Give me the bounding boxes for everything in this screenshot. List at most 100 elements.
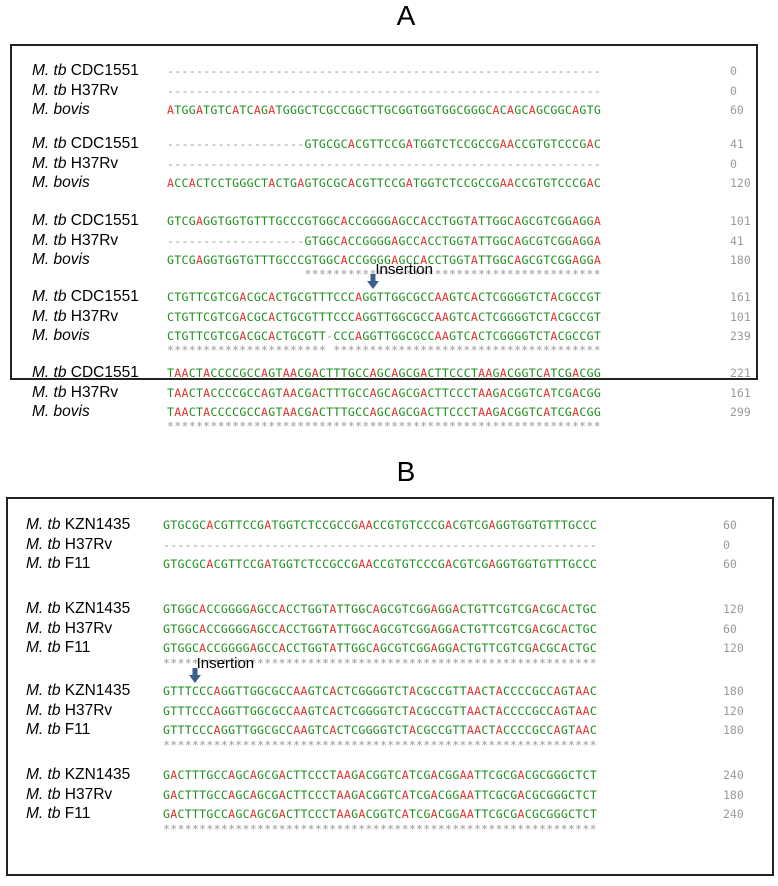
species-name: M. tb (26, 701, 61, 719)
strain-name: H37Rv (70, 81, 119, 99)
species-name: M. tb (32, 231, 67, 249)
species-name: M. tb (32, 135, 67, 152)
species-name: M. tb (32, 81, 67, 99)
sequence-label: M. tb CDC1551 (32, 135, 139, 153)
species-name: M. bovis (32, 251, 90, 268)
sequence-row: GTTTCCCAGGTTGGCGCCAAGTCACTCGGGGTCTACGCCG… (163, 703, 598, 718)
sequence-label: M. tb F11 (26, 721, 90, 739)
species-name: M. tb (26, 805, 61, 822)
sequence-row: GTGCGCACGTTCCGATGGTCTCCGCCGAACCGTGTCCCGA… (163, 557, 598, 571)
strain-name: H37Rv (64, 535, 113, 553)
strain-name: H37Rv (64, 785, 113, 803)
position-number: 60 (723, 621, 737, 636)
insertion-label: Insertion (196, 655, 255, 672)
strain-name: F11 (64, 639, 91, 656)
strain-name: H37Rv (70, 383, 119, 401)
species-name: M. bovis (32, 403, 90, 420)
position-number: 221 (730, 366, 751, 380)
position-number: 120 (730, 176, 751, 190)
position-number: 60 (723, 557, 737, 571)
strain-name: KZN1435 (64, 516, 131, 533)
position-number: 60 (730, 103, 744, 117)
sequence-row: GTTTCCCAGGTTGGCGCCAAGTCACTCGGGGTCTACGCCG… (163, 684, 598, 698)
sequence-label: M. bovis (32, 174, 90, 192)
sequence-row: ACCACTCCTGGGCTACTGAGTGCGCACGTTCCGATGGTCT… (167, 176, 602, 190)
position-number: 101 (730, 309, 751, 324)
position-number: 180 (723, 787, 744, 802)
sequence-row: TAACTACCCCGCCAGTAACGACTTTGCCAGCAGCGACTTC… (167, 366, 602, 380)
insertion-label: Insertion (375, 261, 433, 278)
strain-name: KZN1435 (64, 682, 131, 699)
position-number: 0 (730, 64, 737, 78)
sequence-label: M. bovis (32, 251, 90, 269)
sequence-label: M. tb H37Rv (26, 702, 112, 720)
sequence-row: GACTTTGCCAGCAGCGACTTCCCTAAGACGGTCATCGACG… (163, 768, 598, 782)
species-name: M. bovis (32, 174, 90, 191)
sequence-row: GTCGAGGTGGTGTTTGCCCGTGGCACCGGGGAGCCACCTG… (167, 253, 602, 267)
strain-name: CDC1551 (70, 135, 139, 152)
sequence-label: M. bovis (32, 327, 90, 345)
sequence-row: GTCGAGGTGGTGTTTGCCCGTGGCACCGGGGAGCCACCTG… (167, 214, 602, 228)
sequence-label: M. tb H37Rv (26, 536, 112, 554)
sequence-label: M. tb F11 (26, 639, 90, 657)
strain-name: CDC1551 (70, 212, 139, 229)
strain-name: F11 (64, 721, 91, 738)
species-name: M. bovis (32, 327, 90, 344)
position-number: 120 (723, 641, 744, 655)
position-number: 299 (730, 405, 751, 419)
strain-name: H37Rv (64, 701, 113, 719)
sequence-row: -------------------GTGCGCACGTTCCGATGGTCT… (167, 137, 602, 151)
position-number: 180 (723, 723, 744, 737)
strain-name: H37Rv (70, 231, 119, 249)
species-name: M. tb (26, 785, 61, 803)
species-name: M. tb (26, 535, 61, 553)
sequence-row: GACTTTGCCAGCAGCGACTTCCCTAAGACGGTCATCGACG… (163, 807, 598, 821)
strain-name: KZN1435 (64, 600, 131, 617)
sequence-row: ----------------------------------------… (163, 537, 598, 552)
sequence-label: M. tb CDC1551 (32, 364, 139, 382)
position-number: 101 (730, 214, 751, 228)
panel-label-b: B (396, 456, 416, 487)
species-name: M. tb (26, 766, 61, 783)
sequence-label: M. tb H37Rv (32, 384, 118, 402)
sequence-label: M. tb KZN1435 (26, 766, 130, 784)
species-name: M. tb (32, 364, 67, 381)
species-name: M. tb (32, 212, 67, 229)
position-number: 120 (723, 703, 744, 718)
position-number: 240 (723, 807, 744, 821)
sequence-label: M. tb F11 (26, 555, 90, 573)
species-name: M. tb (32, 288, 67, 305)
species-name: M. tb (32, 154, 67, 172)
sequence-row: CTGTTCGTCGACGCACTGCGTT-CCCAGGTTGGCGCCAAG… (167, 329, 602, 343)
strain-name: H37Rv (70, 154, 119, 172)
species-name: M. tb (32, 307, 67, 325)
species-name: M. tb (26, 600, 61, 617)
sequence-label: M. tb H37Rv (32, 155, 118, 173)
species-name: M. tb (26, 619, 61, 637)
sequence-label: M. tb CDC1551 (32, 212, 139, 230)
position-number: 41 (730, 233, 744, 248)
strain-name: F11 (64, 805, 91, 822)
consensus-line: ****************************************… (163, 656, 597, 670)
species-name: M. tb (32, 62, 67, 79)
position-number: 41 (730, 137, 744, 151)
sequence-label: M. bovis (32, 101, 90, 119)
strain-name: CDC1551 (70, 364, 139, 381)
sequence-row: -------------------GTGGCACCGGGGAGCCACCTG… (167, 233, 602, 248)
position-number: 161 (730, 290, 751, 304)
consensus-line: ********************** *****************… (167, 343, 601, 357)
sequence-row: GTGCGCACGTTCCGATGGTCTCCGCCGAACCGTGTCCCGA… (163, 518, 598, 532)
sequence-label: M. tb F11 (26, 805, 90, 823)
position-number: 240 (723, 768, 744, 782)
alignment-panel-a: M. tb CDC1551 ---------------------------… (10, 44, 758, 432)
species-name: M. tb (26, 516, 61, 533)
species-name: M. bovis (32, 101, 90, 118)
sequence-label: M. tb CDC1551 (32, 62, 139, 80)
sequence-row: ----------------------------------------… (167, 83, 602, 98)
species-name: M. tb (26, 639, 61, 656)
sequence-row: GTTTCCCAGGTTGGCGCCAAGTCACTCGGGGTCTACGCCG… (163, 723, 598, 737)
sequence-row: CTGTTCGTCGACGCACTGCGTTTCCCAGGTTGGCGCCAAG… (167, 290, 602, 304)
sequence-row: TAACTACCCCGCCAGTAACGACTTTGCCAGCAGCGACTTC… (167, 385, 602, 400)
sequence-label: M. tb H37Rv (26, 620, 112, 638)
insertion-arrow-icon (367, 274, 380, 289)
